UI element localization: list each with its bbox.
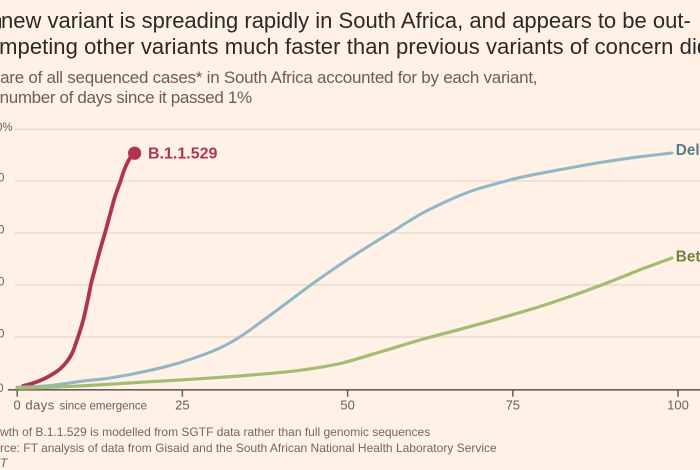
svg-text:B.1.1.529: B.1.1.529 [148, 146, 217, 163]
svg-text:Delta: Delta [676, 142, 700, 159]
svg-text:25: 25 [175, 398, 189, 413]
svg-text:40: 40 [0, 277, 4, 289]
svg-text:50: 50 [340, 398, 354, 413]
svg-text:100%: 100% [0, 122, 13, 134]
svg-text:0 days: 0 days [14, 398, 55, 413]
svg-text:100: 100 [667, 398, 689, 413]
svg-text:since emergence: since emergence [60, 401, 148, 413]
svg-text:20: 20 [0, 329, 4, 341]
svg-text:Beta: Beta [676, 249, 700, 266]
svg-text:75: 75 [506, 398, 520, 413]
svg-text:0: 0 [0, 383, 4, 395]
svg-text:60: 60 [0, 225, 4, 237]
svg-text:80: 80 [0, 173, 4, 185]
